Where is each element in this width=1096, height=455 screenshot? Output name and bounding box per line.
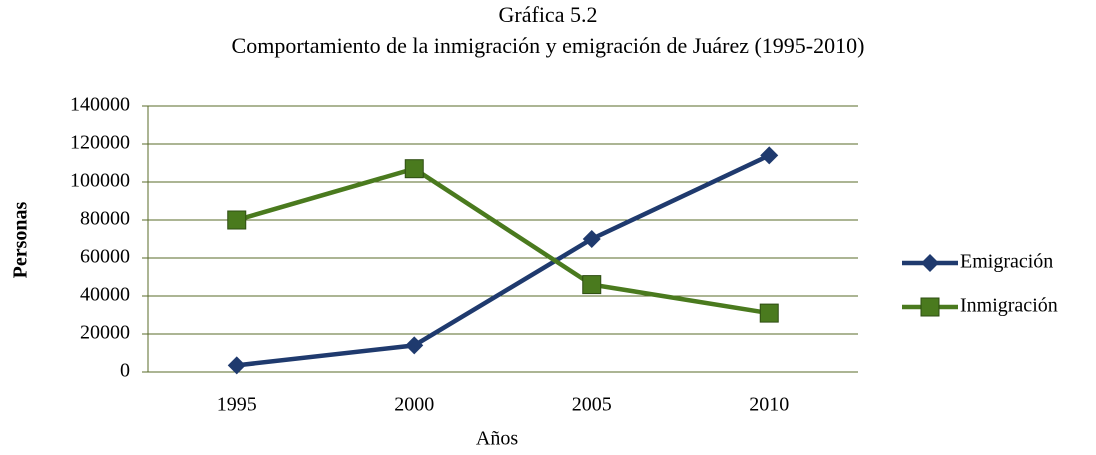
legend-label: Emigración	[960, 251, 1053, 273]
x-tick-label: 2005	[572, 394, 612, 416]
data-point	[759, 303, 779, 323]
series-line	[236, 166, 770, 316]
y-tick-label: 40000	[80, 284, 130, 306]
data-point	[227, 210, 247, 230]
y-tick-label: 140000	[70, 94, 130, 116]
data-point	[227, 356, 246, 375]
data-point	[582, 230, 601, 248]
data-point	[405, 336, 424, 355]
y-tick-label: 80000	[80, 208, 130, 230]
y-tick-label: 60000	[80, 246, 130, 268]
y-tick-label: 0	[120, 360, 130, 382]
series-line	[236, 153, 771, 368]
y-tick-label: 120000	[70, 132, 130, 154]
legend-marker	[921, 254, 939, 272]
data-point	[760, 146, 779, 165]
legend-marker	[920, 297, 940, 317]
y-tick-label: 20000	[80, 322, 130, 344]
x-axis-label: Años	[476, 428, 518, 450]
chart-title: Gráfica 5.2	[499, 2, 598, 27]
legend-label: Inmigración	[960, 295, 1058, 317]
x-tick-label: 2010	[749, 394, 789, 416]
y-axis-label: Personas	[10, 201, 32, 278]
chart-subtitle: Comportamiento de la inmigración y emigr…	[232, 33, 865, 58]
x-tick-label: 1995	[217, 394, 257, 416]
data-point	[404, 159, 424, 179]
x-tick-label: 2000	[394, 394, 434, 416]
y-tick-label: 100000	[70, 170, 130, 192]
data-point	[582, 275, 602, 295]
